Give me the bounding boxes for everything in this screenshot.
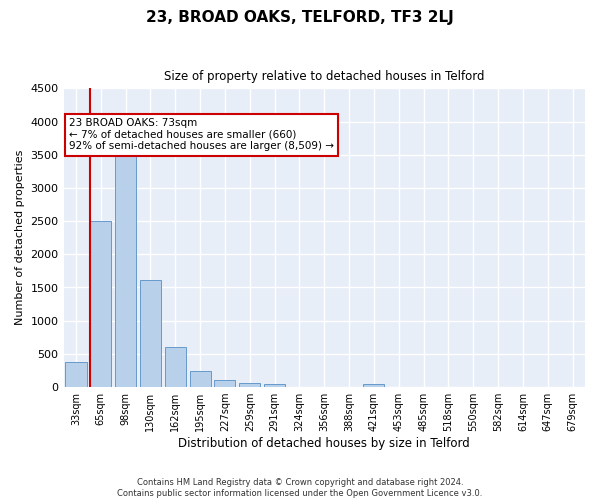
Text: 23, BROAD OAKS, TELFORD, TF3 2LJ: 23, BROAD OAKS, TELFORD, TF3 2LJ (146, 10, 454, 25)
Bar (214, 380, 235, 387)
Title: Size of property relative to detached houses in Telford: Size of property relative to detached ho… (164, 70, 485, 83)
Bar (115, 142, 136, 387)
Bar (165, 347, 186, 387)
Bar (65, 362, 86, 387)
Text: 23 BROAD OAKS: 73sqm
← 7% of detached houses are smaller (660)
92% of semi-detac: 23 BROAD OAKS: 73sqm ← 7% of detached ho… (69, 118, 334, 152)
Bar (239, 383, 260, 387)
Bar (90, 221, 112, 387)
Bar (190, 371, 211, 387)
Bar (364, 384, 385, 387)
Bar (264, 384, 285, 387)
Text: Contains HM Land Registry data © Crown copyright and database right 2024.
Contai: Contains HM Land Registry data © Crown c… (118, 478, 482, 498)
X-axis label: Distribution of detached houses by size in Telford: Distribution of detached houses by size … (178, 437, 470, 450)
Y-axis label: Number of detached properties: Number of detached properties (15, 150, 25, 326)
Bar (140, 280, 161, 387)
